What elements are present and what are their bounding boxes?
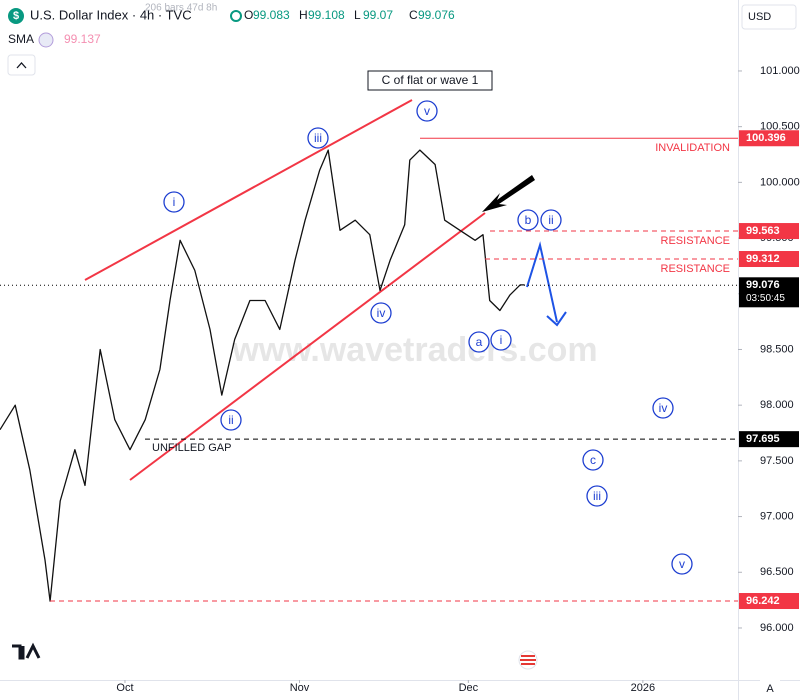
level-tag: [739, 223, 799, 240]
level-note: UNFILLED GAP: [152, 442, 231, 454]
level-tag: [739, 277, 799, 308]
level-note: RESISTANCE: [661, 235, 730, 247]
x-tick-label: Nov: [290, 682, 310, 694]
wave-circle: [416, 100, 438, 122]
channel-upper: [84, 99, 413, 281]
x-tick-label: Dec: [459, 682, 479, 694]
wave-circle: [586, 485, 608, 507]
level-note: RESISTANCE: [661, 263, 730, 275]
y-tick-label: 97.500: [760, 455, 794, 467]
y-tick-label: 98.500: [760, 343, 794, 355]
ohlc-value: 99.083: [253, 8, 290, 22]
wave-circle: [370, 302, 392, 324]
level-tag: [739, 251, 799, 268]
level-note: INVALIDATION: [655, 142, 730, 154]
auto-button[interactable]: [760, 680, 780, 698]
ohlc-value: 99.076: [418, 8, 455, 22]
symbol-icon-glyph: $: [13, 10, 19, 22]
ohlc-value: 99.07: [363, 8, 393, 22]
wave-circle: [163, 191, 185, 213]
level-tag-label: 99.312: [746, 253, 780, 265]
indicator-value: 99.137: [64, 32, 101, 46]
wave-circle: [220, 409, 242, 431]
level-tag: [739, 130, 799, 147]
wave-circle: [671, 553, 693, 575]
level-tag-label: 99.563: [746, 225, 780, 237]
y-tick-label: 97.000: [760, 510, 794, 522]
level-tag: [739, 593, 799, 610]
projection-arrowhead: [546, 311, 567, 327]
wave-label: v: [679, 557, 685, 571]
flag-stripes: [520, 655, 536, 665]
y-tick-label: 96.500: [760, 566, 794, 578]
channel-lower: [129, 212, 486, 481]
level-tag: [739, 431, 799, 448]
price-line: [0, 149, 525, 602]
collapse-button[interactable]: [7, 54, 36, 76]
wave-label: iii: [314, 131, 322, 145]
wave-label: iii: [593, 489, 601, 503]
y-tick-label: 100.500: [760, 121, 800, 133]
wave-label: ii: [228, 413, 233, 427]
countdown: 03:50:45: [746, 293, 785, 304]
callout-box: [367, 70, 493, 91]
y-tick-label: 101.000: [760, 65, 800, 77]
y-tick-label: 100.000: [760, 176, 800, 188]
x-tick-label: 2026: [631, 682, 655, 694]
wave-circle: [490, 329, 512, 351]
wave-label: iv: [377, 306, 386, 320]
watermark: www.wavetraders.com: [231, 331, 597, 369]
tv-logo: [12, 642, 41, 660]
level-tag-label: 96.242: [746, 595, 780, 607]
wave-label: c: [590, 453, 596, 467]
y-tick-label: 98.000: [760, 399, 794, 411]
wave-label: a: [476, 335, 483, 349]
projection-arrow: [526, 241, 558, 323]
ohlc-key: L: [354, 8, 361, 22]
wave-label: v: [424, 104, 430, 118]
ohlc-values: O 99.083 H 99.108 L 99.07 C 99.076: [244, 8, 455, 22]
bars-info: 206 bars 47d 8h: [145, 3, 217, 14]
ohlc-key: H: [299, 8, 308, 22]
y-tick-label: 96.000: [760, 622, 794, 634]
x-tick-label: Oct: [116, 682, 133, 694]
ohlc-key: O: [244, 8, 253, 22]
wave-circle: [307, 127, 329, 149]
wave-label: i: [173, 195, 176, 209]
wave-circle: [517, 209, 539, 231]
ohlc-value: 99.108: [308, 8, 345, 22]
level-tag-label: 99.076: [746, 279, 780, 291]
collapse-icon: [16, 62, 27, 69]
wave-circle: [582, 449, 604, 471]
level-tag-label: 100.396: [746, 132, 786, 144]
market-status: [230, 10, 242, 22]
currency: USD: [748, 11, 771, 23]
wave-circle: [540, 209, 562, 231]
wave-label: iv: [659, 401, 668, 415]
indicator-name[interactable]: SMA: [8, 32, 34, 46]
ohlc-key: C: [409, 8, 418, 22]
wave-label: ii: [548, 213, 553, 227]
symbol-icon[interactable]: [8, 8, 24, 24]
wave-label: b: [525, 213, 532, 227]
symbol-title[interactable]: U.S. Dollar Index · 4h · TVC: [30, 7, 192, 22]
auto-label: A: [766, 683, 774, 695]
currency-select[interactable]: [741, 4, 797, 30]
indicator-toggle[interactable]: [38, 32, 54, 48]
wave-label: i: [500, 333, 503, 347]
callout: C of flat or wave 1: [382, 73, 479, 87]
pointer-arrow: [482, 175, 535, 212]
level-tag-label: 97.695: [746, 433, 780, 445]
wave-circle: [652, 397, 674, 419]
wave-circle: [468, 331, 490, 353]
